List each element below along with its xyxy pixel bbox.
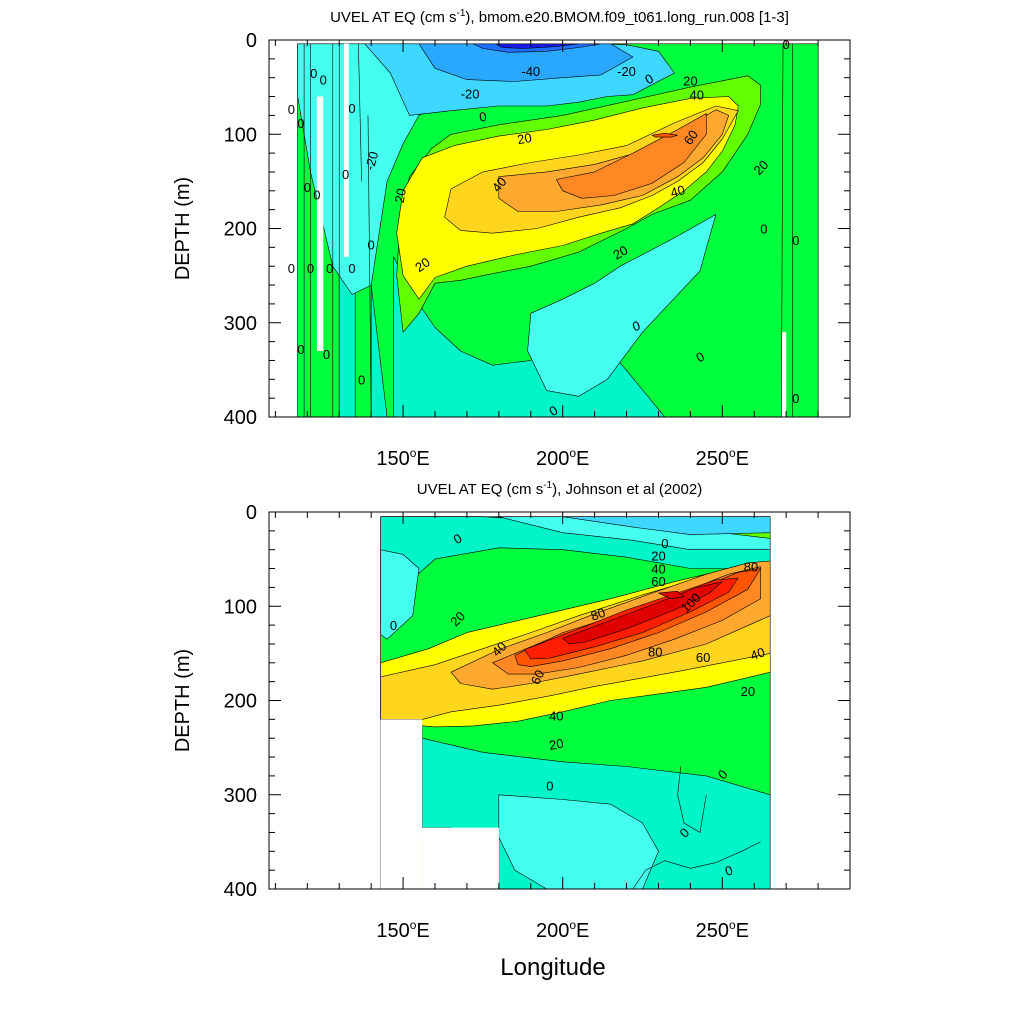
contour-region-70 bbox=[651, 133, 678, 138]
contour-label: 0 bbox=[320, 73, 327, 88]
x-tick-label: 150oE bbox=[376, 446, 429, 470]
y-tick-label: 300 bbox=[224, 313, 257, 335]
contour-label: 20 bbox=[610, 242, 630, 262]
contour-label: -20 bbox=[362, 150, 381, 172]
contour-label: 0 bbox=[661, 536, 668, 551]
missing-data-area bbox=[316, 96, 324, 351]
contour-label: 0 bbox=[478, 109, 488, 125]
x-tick-label: 250oE bbox=[696, 918, 749, 942]
contour-label: 0 bbox=[326, 261, 333, 276]
y-tick-label: 200 bbox=[224, 691, 257, 713]
contour-line bbox=[677, 766, 707, 833]
chart-title: UVEL AT EQ (cm s-1), bmom.e20.BMOM.f09_t… bbox=[330, 8, 789, 26]
contour-label: 80 bbox=[589, 605, 608, 624]
contour-label: 0 bbox=[358, 372, 365, 387]
contour-label: 40 bbox=[690, 88, 704, 103]
contour-label: 20 bbox=[548, 736, 565, 753]
y-tick-label: 300 bbox=[224, 785, 257, 807]
contour-label: 0 bbox=[313, 188, 320, 203]
contour-label: 0 bbox=[792, 233, 799, 248]
contour-label: -20 bbox=[461, 87, 480, 102]
contour-label: 20 bbox=[741, 684, 755, 699]
contour-label: 60 bbox=[651, 574, 665, 589]
missing-data-area bbox=[451, 837, 499, 889]
missing-data-area bbox=[781, 332, 787, 417]
contour-label: 20 bbox=[412, 254, 432, 275]
y-tick-label: 100 bbox=[224, 596, 257, 618]
x-tick-label: 200oE bbox=[536, 446, 589, 470]
contour-region-neg10 bbox=[527, 214, 717, 397]
missing-data-area bbox=[380, 719, 423, 889]
contour-label: 0 bbox=[297, 116, 304, 131]
missing-data-area bbox=[422, 827, 499, 838]
y-axis-label: DEPTH (m) bbox=[172, 177, 194, 280]
contour-label: 80 bbox=[648, 644, 662, 659]
contour-label: 40 bbox=[669, 182, 687, 200]
contour-region-90 bbox=[658, 590, 685, 600]
contour-label: 0 bbox=[546, 778, 553, 793]
contour-label: 0 bbox=[288, 261, 295, 276]
y-tick-label: 400 bbox=[224, 879, 257, 901]
contour-label: 20 bbox=[392, 187, 409, 204]
y-tick-label: 100 bbox=[224, 124, 257, 146]
contour-region-neg20 bbox=[562, 516, 771, 535]
contour-region-50 bbox=[498, 109, 730, 212]
contour-label: 20 bbox=[651, 548, 665, 563]
contour-label: -40 bbox=[521, 64, 540, 79]
contour-label: 0 bbox=[297, 342, 304, 357]
contour-region-neg50 bbox=[495, 43, 580, 49]
contour-line bbox=[367, 115, 372, 417]
contour-label: 0 bbox=[288, 102, 295, 117]
contour-label: 0 bbox=[723, 862, 735, 879]
contour-label: 0 bbox=[630, 318, 642, 335]
contour-label: 0 bbox=[348, 261, 355, 276]
contour-line bbox=[632, 841, 761, 889]
contour-label: 40 bbox=[748, 644, 767, 663]
contour-label: 0 bbox=[310, 66, 317, 81]
x-tick-label: 250oE bbox=[696, 446, 749, 470]
y-tick-label: 0 bbox=[246, 30, 257, 52]
x-tick-label: 150oE bbox=[376, 918, 429, 942]
contour-label: 60 bbox=[696, 650, 710, 665]
contour-label: 20 bbox=[683, 74, 697, 89]
contour-label: 40 bbox=[549, 709, 563, 724]
x-tick-label: 200oE bbox=[536, 918, 589, 942]
contour-label: 0 bbox=[760, 222, 767, 237]
contour-label: 0 bbox=[304, 180, 311, 195]
contour-label: 0 bbox=[368, 238, 375, 253]
contour-label: -20 bbox=[617, 64, 636, 79]
contour-label: 0 bbox=[323, 347, 330, 362]
x-axis-label: Longitude bbox=[500, 954, 605, 981]
y-axis-label: DEPTH (m) bbox=[172, 649, 194, 752]
contour-label: 60 bbox=[681, 127, 702, 147]
contour-region-neg10 bbox=[380, 549, 420, 640]
contour-label: 0 bbox=[342, 167, 349, 182]
contour-line bbox=[781, 43, 784, 417]
contour-label: 80 bbox=[744, 560, 758, 575]
contour-region-neg10 bbox=[498, 794, 659, 889]
contour-label: 0 bbox=[792, 391, 799, 406]
contour-label: 40 bbox=[651, 562, 665, 577]
contour-line bbox=[358, 43, 362, 182]
contour-label: 0 bbox=[390, 618, 397, 633]
y-tick-label: 400 bbox=[224, 407, 257, 429]
missing-data-area bbox=[344, 43, 349, 257]
contour-label: 0 bbox=[307, 261, 314, 276]
contour-label: 60 bbox=[528, 667, 548, 686]
contour-label: 0 bbox=[348, 101, 355, 116]
y-tick-label: 0 bbox=[246, 502, 257, 524]
contour-label: 20 bbox=[516, 130, 533, 147]
y-tick-label: 200 bbox=[224, 219, 257, 241]
chart-title: UVEL AT EQ (cm s-1), Johnson et al (2002… bbox=[417, 480, 702, 498]
